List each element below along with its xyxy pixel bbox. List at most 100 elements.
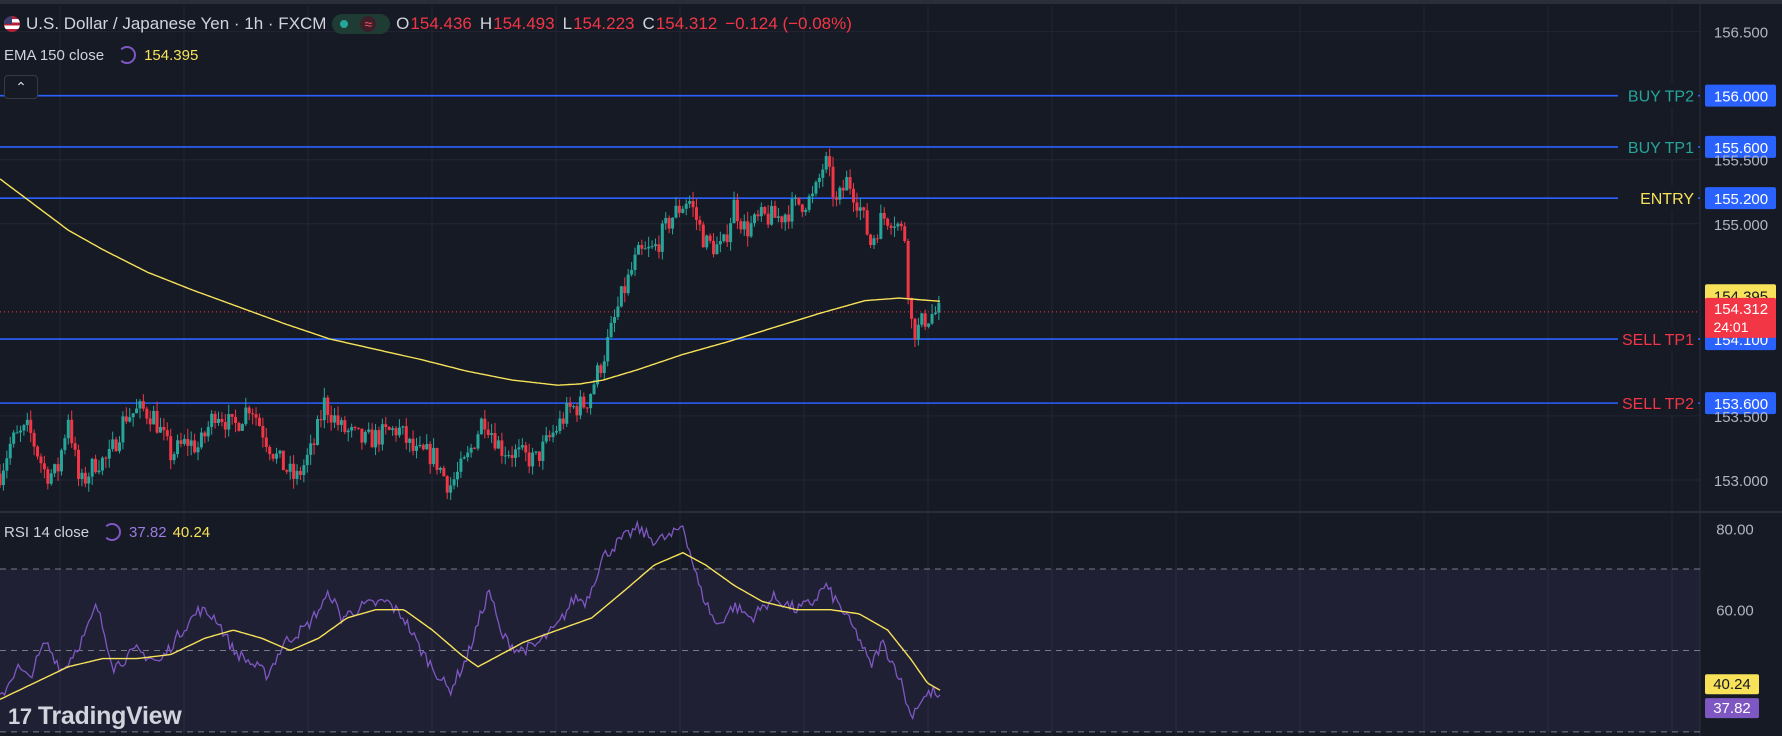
candle-body — [797, 197, 801, 205]
candle-body — [787, 214, 791, 222]
candle-body — [486, 429, 490, 435]
candle-body — [732, 199, 736, 224]
candle-body — [834, 197, 838, 200]
candle-body — [681, 208, 685, 213]
candle-body — [138, 401, 142, 409]
candle-body — [640, 244, 644, 249]
price-tick-label: 156.500 — [1714, 25, 1768, 42]
candle-body — [25, 419, 29, 426]
candle-body — [438, 467, 442, 470]
candle-body — [770, 205, 774, 225]
level-price-tag — [1705, 135, 1776, 158]
candle-body — [585, 407, 589, 409]
candle-body — [718, 241, 722, 245]
level-name-background — [1618, 327, 1698, 352]
tradingview-brand[interactable]: 17 TradingView — [8, 702, 182, 731]
candle-body — [247, 407, 251, 414]
candle-body — [425, 444, 429, 450]
candle-body — [162, 426, 166, 431]
candle-body — [240, 424, 244, 431]
candle-body — [206, 426, 210, 437]
candle-body — [879, 212, 883, 239]
candle-body — [186, 438, 190, 446]
candle-body — [216, 418, 220, 424]
candle-body — [606, 337, 610, 362]
candle-body — [29, 419, 33, 433]
candle-body — [22, 425, 26, 431]
candle-body — [73, 443, 77, 450]
top-border — [0, 0, 1782, 4]
ema-series — [0, 178, 941, 386]
candle-body — [524, 445, 528, 453]
candle-body — [56, 464, 60, 472]
candle-body — [63, 438, 67, 451]
rsi-legend[interactable]: RSI 14 close 37.82 40.24 — [4, 523, 216, 541]
candle-body — [824, 156, 828, 170]
price-axis: 156.500 155.500 155.000 153.500 153.000 80.00… — [1705, 25, 1776, 719]
candle-body — [783, 214, 787, 223]
indicator-cycle-icon[interactable] — [103, 523, 122, 541]
candle-body — [647, 246, 651, 249]
candle-body — [510, 455, 514, 458]
candle-body — [435, 447, 439, 470]
level-name-background — [1618, 391, 1698, 416]
last-price-label: 154.312 — [1714, 301, 1768, 318]
market-status-pill[interactable]: ≈ — [332, 14, 391, 34]
candle-body — [671, 217, 675, 229]
candle-body — [780, 216, 784, 223]
candle-body — [930, 314, 934, 324]
candle-body — [804, 209, 808, 212]
candle-body — [937, 302, 941, 313]
candle-body — [350, 427, 354, 431]
candle-body — [370, 429, 374, 448]
candle-body — [90, 458, 94, 477]
candle-body — [865, 210, 869, 235]
candle-body — [135, 408, 139, 414]
candle-body — [39, 456, 43, 464]
candle-body — [643, 248, 647, 250]
candle-body — [189, 440, 193, 446]
level-name-label: SELL TP1 — [1622, 332, 1694, 349]
candle-body — [254, 414, 258, 418]
candle-body — [230, 414, 234, 417]
candle-body — [889, 225, 893, 228]
symbol-title[interactable]: U.S. Dollar / Japanese Yen · 1h · FXCM — [26, 14, 327, 33]
candle-body — [882, 212, 886, 219]
candle-body — [527, 452, 531, 467]
candle-body — [121, 416, 125, 443]
candle-body — [213, 413, 217, 424]
candle-body — [913, 318, 917, 340]
rsi-ma-value: 40.24 — [172, 523, 211, 541]
candle-body — [869, 234, 873, 246]
candle-body — [811, 193, 815, 197]
candle-body — [220, 418, 224, 423]
candle-body — [749, 223, 753, 237]
candle-body — [309, 443, 313, 455]
candle-body — [179, 440, 183, 444]
indicator-cycle-icon[interactable] — [118, 46, 137, 64]
candle-body — [626, 274, 630, 294]
brand-name: TradingView — [37, 702, 182, 730]
candle-body — [589, 394, 593, 409]
candle-body — [920, 313, 924, 325]
candle-body — [623, 286, 627, 294]
us-flag-icon — [4, 16, 20, 32]
candle-body — [763, 207, 767, 214]
candle-body — [141, 401, 145, 409]
candle-body — [196, 447, 200, 453]
rsi-series — [0, 519, 941, 721]
candle-body — [384, 424, 388, 428]
candle-body — [490, 433, 494, 435]
ema-legend[interactable]: EMA 150 close 154.395 — [4, 46, 204, 64]
candle-body — [432, 447, 436, 465]
candle-body — [117, 442, 121, 452]
candle-body — [558, 418, 562, 431]
candle-body — [722, 234, 726, 242]
candle-body — [595, 365, 599, 385]
candle-body — [452, 479, 456, 486]
level-price-tag — [1705, 84, 1776, 107]
high-value: 154.493 — [493, 14, 555, 33]
collapse-legend-button[interactable]: ⌃ — [4, 75, 38, 99]
candle-body — [176, 440, 180, 455]
